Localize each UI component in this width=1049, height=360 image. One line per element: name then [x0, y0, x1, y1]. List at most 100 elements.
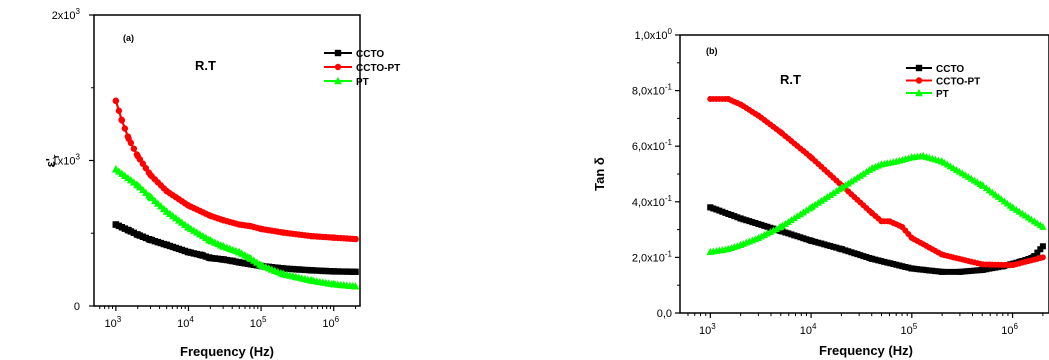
x-tick-label-exp: 5 — [913, 322, 918, 331]
x-tick-label-exp: 6 — [1013, 322, 1018, 331]
data-point — [185, 202, 192, 209]
y-tick-label-exp: -1 — [665, 138, 673, 147]
legend-marker — [334, 76, 342, 85]
data-point — [112, 165, 120, 173]
data-point — [163, 187, 170, 195]
data-point — [868, 255, 875, 262]
y-axis-label-b: Tan δ — [592, 157, 607, 191]
data-point — [1008, 203, 1017, 211]
data-point — [147, 171, 154, 179]
data-point — [978, 181, 986, 189]
y-tick-label-base: 0 — [74, 301, 80, 313]
data-point — [219, 242, 227, 250]
data-point — [837, 184, 845, 191]
data-point — [1039, 243, 1046, 250]
data-point — [330, 234, 337, 241]
panel-label-a: (a) — [123, 33, 134, 43]
data-point — [808, 154, 815, 161]
data-point — [184, 223, 193, 231]
data-point — [308, 267, 316, 274]
legend-label: CCTO — [936, 64, 964, 75]
y-tick-label-exp: 3 — [76, 7, 81, 16]
data-point — [737, 240, 745, 248]
x-tick-label-base: 10 — [800, 325, 812, 337]
legend-item: CCTO-PT — [906, 77, 980, 88]
data-point — [279, 229, 287, 236]
x-tick-label: 104 — [800, 322, 817, 337]
data-point — [878, 218, 885, 225]
series-b — [706, 95, 1047, 275]
data-point — [868, 209, 875, 216]
data-point — [706, 247, 714, 255]
data-point — [838, 246, 845, 253]
y-tick-label-base: 0,0 — [657, 308, 672, 320]
data-point — [118, 116, 125, 123]
x-tick-label-exp: 4 — [812, 322, 817, 331]
y-axis-label-sub-a: r — [51, 154, 61, 158]
x-tick-label: 106 — [322, 315, 339, 330]
x-axis-label-a: Frequency (Hz) — [180, 344, 274, 359]
y-tick-label-exp: 0 — [668, 27, 673, 36]
data-point — [235, 248, 244, 256]
data-point — [754, 234, 762, 241]
data-point — [1039, 254, 1046, 261]
data-point — [725, 95, 732, 102]
y-tick-label: 0,0 — [657, 308, 672, 320]
legend-label: CCTO — [356, 49, 384, 60]
annotation-b: R.T — [780, 72, 801, 87]
x-tick-label: 105 — [900, 322, 917, 337]
data-point — [257, 261, 265, 269]
x-tick-label: 105 — [250, 315, 267, 330]
data-point — [246, 253, 254, 262]
data-point — [877, 160, 886, 168]
data-point — [185, 248, 192, 256]
data-point — [707, 204, 714, 211]
data-point — [979, 266, 986, 273]
y-tick-label: 8,0x10-1 — [632, 83, 673, 98]
data-point — [1009, 262, 1016, 269]
y-tick-label-base: 4,0x10 — [632, 197, 665, 209]
data-point — [329, 280, 338, 288]
y-tick-label-base: 2x10 — [52, 10, 76, 22]
data-point — [236, 221, 243, 228]
data-point — [257, 225, 265, 233]
data-point — [133, 181, 142, 189]
x-tick-label-base: 10 — [105, 318, 117, 330]
legend-item: CCTO — [324, 49, 384, 60]
data-point — [308, 276, 316, 284]
x-tick-label-base: 10 — [1001, 325, 1013, 337]
legend-marker — [915, 64, 923, 72]
data-point — [939, 251, 946, 258]
x-tick-label-base: 10 — [250, 318, 262, 330]
data-point — [807, 203, 815, 211]
data-point — [707, 95, 714, 102]
x-tick-label: 106 — [1001, 322, 1018, 337]
data-point — [229, 257, 236, 265]
data-point — [919, 152, 927, 159]
data-point — [112, 97, 120, 105]
data-point — [724, 245, 732, 253]
data-point — [352, 235, 359, 243]
y-tick-label-base: 8,0x10 — [632, 86, 665, 98]
series-a — [112, 97, 360, 290]
x-tick-label-exp: 6 — [335, 315, 340, 324]
data-point — [899, 223, 906, 230]
y-tick-label-exp: -1 — [665, 249, 673, 258]
legend-label: PT — [936, 89, 949, 100]
x-tick-label: 103 — [105, 315, 122, 330]
series-line — [114, 100, 355, 241]
x-tick-label-base: 10 — [322, 318, 334, 330]
series-markers — [112, 97, 357, 243]
data-point — [162, 207, 171, 215]
data-point — [1039, 222, 1047, 230]
data-point — [979, 261, 986, 268]
x-tick-label: 103 — [699, 322, 716, 337]
y-tick-label: 2,0x10-1 — [632, 249, 673, 264]
data-point — [939, 268, 946, 275]
panel-a: (a) R.T Frequency (Hz) ε'r 103 104 105 1060… — [43, 7, 400, 359]
data-point — [147, 236, 154, 243]
data-point — [198, 251, 205, 259]
data-point — [777, 222, 785, 230]
data-point — [134, 231, 141, 238]
